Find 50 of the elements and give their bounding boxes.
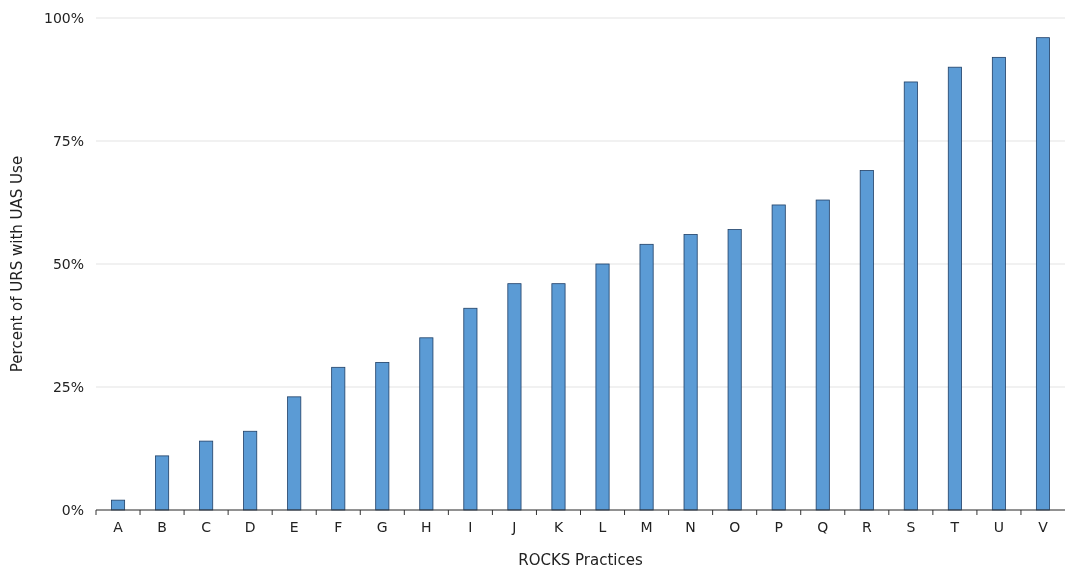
x-tick-label: H bbox=[421, 519, 432, 535]
bar bbox=[771, 204, 786, 511]
x-tick-label: N bbox=[685, 519, 696, 535]
bar bbox=[815, 199, 830, 511]
x-tick-label: U bbox=[993, 519, 1005, 535]
x-axis-title: ROCKS Practices bbox=[518, 551, 643, 569]
x-tick-label: P bbox=[774, 519, 783, 535]
x-tick-label: V bbox=[1038, 519, 1049, 535]
x-tick-label: G bbox=[376, 519, 388, 535]
bar bbox=[507, 283, 522, 511]
y-tick-label: 50% bbox=[52, 255, 84, 272]
bar bbox=[727, 229, 742, 511]
bar bbox=[947, 66, 962, 511]
y-tick-label: 75% bbox=[52, 132, 84, 149]
y-tick-label: 100% bbox=[43, 9, 84, 26]
bar bbox=[243, 430, 258, 511]
x-tick-label: T bbox=[949, 519, 960, 535]
x-tick-label: O bbox=[729, 519, 741, 535]
bar bbox=[595, 263, 610, 511]
y-axis-title: Percent of URS with UAS Use bbox=[8, 155, 26, 373]
x-tick-label: E bbox=[289, 519, 299, 535]
bar bbox=[991, 56, 1006, 511]
x-tick-label: Q bbox=[817, 519, 829, 535]
bar bbox=[1035, 37, 1050, 511]
x-tick-label: C bbox=[201, 519, 212, 535]
bar bbox=[331, 366, 346, 511]
bar bbox=[287, 396, 302, 511]
bar bbox=[551, 283, 566, 511]
x-tick-label: B bbox=[157, 519, 167, 535]
bar bbox=[903, 81, 918, 511]
x-tick-label: F bbox=[334, 519, 343, 535]
x-tick-label: L bbox=[598, 519, 607, 535]
x-tick-label: D bbox=[244, 519, 256, 535]
bar bbox=[375, 362, 390, 511]
x-tick-label: S bbox=[906, 519, 916, 535]
x-tick-label: A bbox=[113, 519, 124, 535]
x-tick-label: K bbox=[553, 519, 564, 535]
y-tick-label: 25% bbox=[52, 378, 84, 395]
x-tick-label: M bbox=[640, 519, 653, 535]
bar bbox=[199, 440, 214, 511]
x-tick-label: R bbox=[861, 519, 872, 535]
bar bbox=[419, 337, 434, 511]
bar bbox=[859, 170, 874, 511]
bar bbox=[683, 234, 698, 511]
y-tick-label: 0% bbox=[61, 501, 84, 518]
bar bbox=[639, 243, 654, 511]
x-tick-label: I bbox=[468, 519, 473, 535]
bar bbox=[463, 307, 478, 511]
bar bbox=[155, 455, 170, 511]
x-tick-label: J bbox=[511, 519, 517, 535]
